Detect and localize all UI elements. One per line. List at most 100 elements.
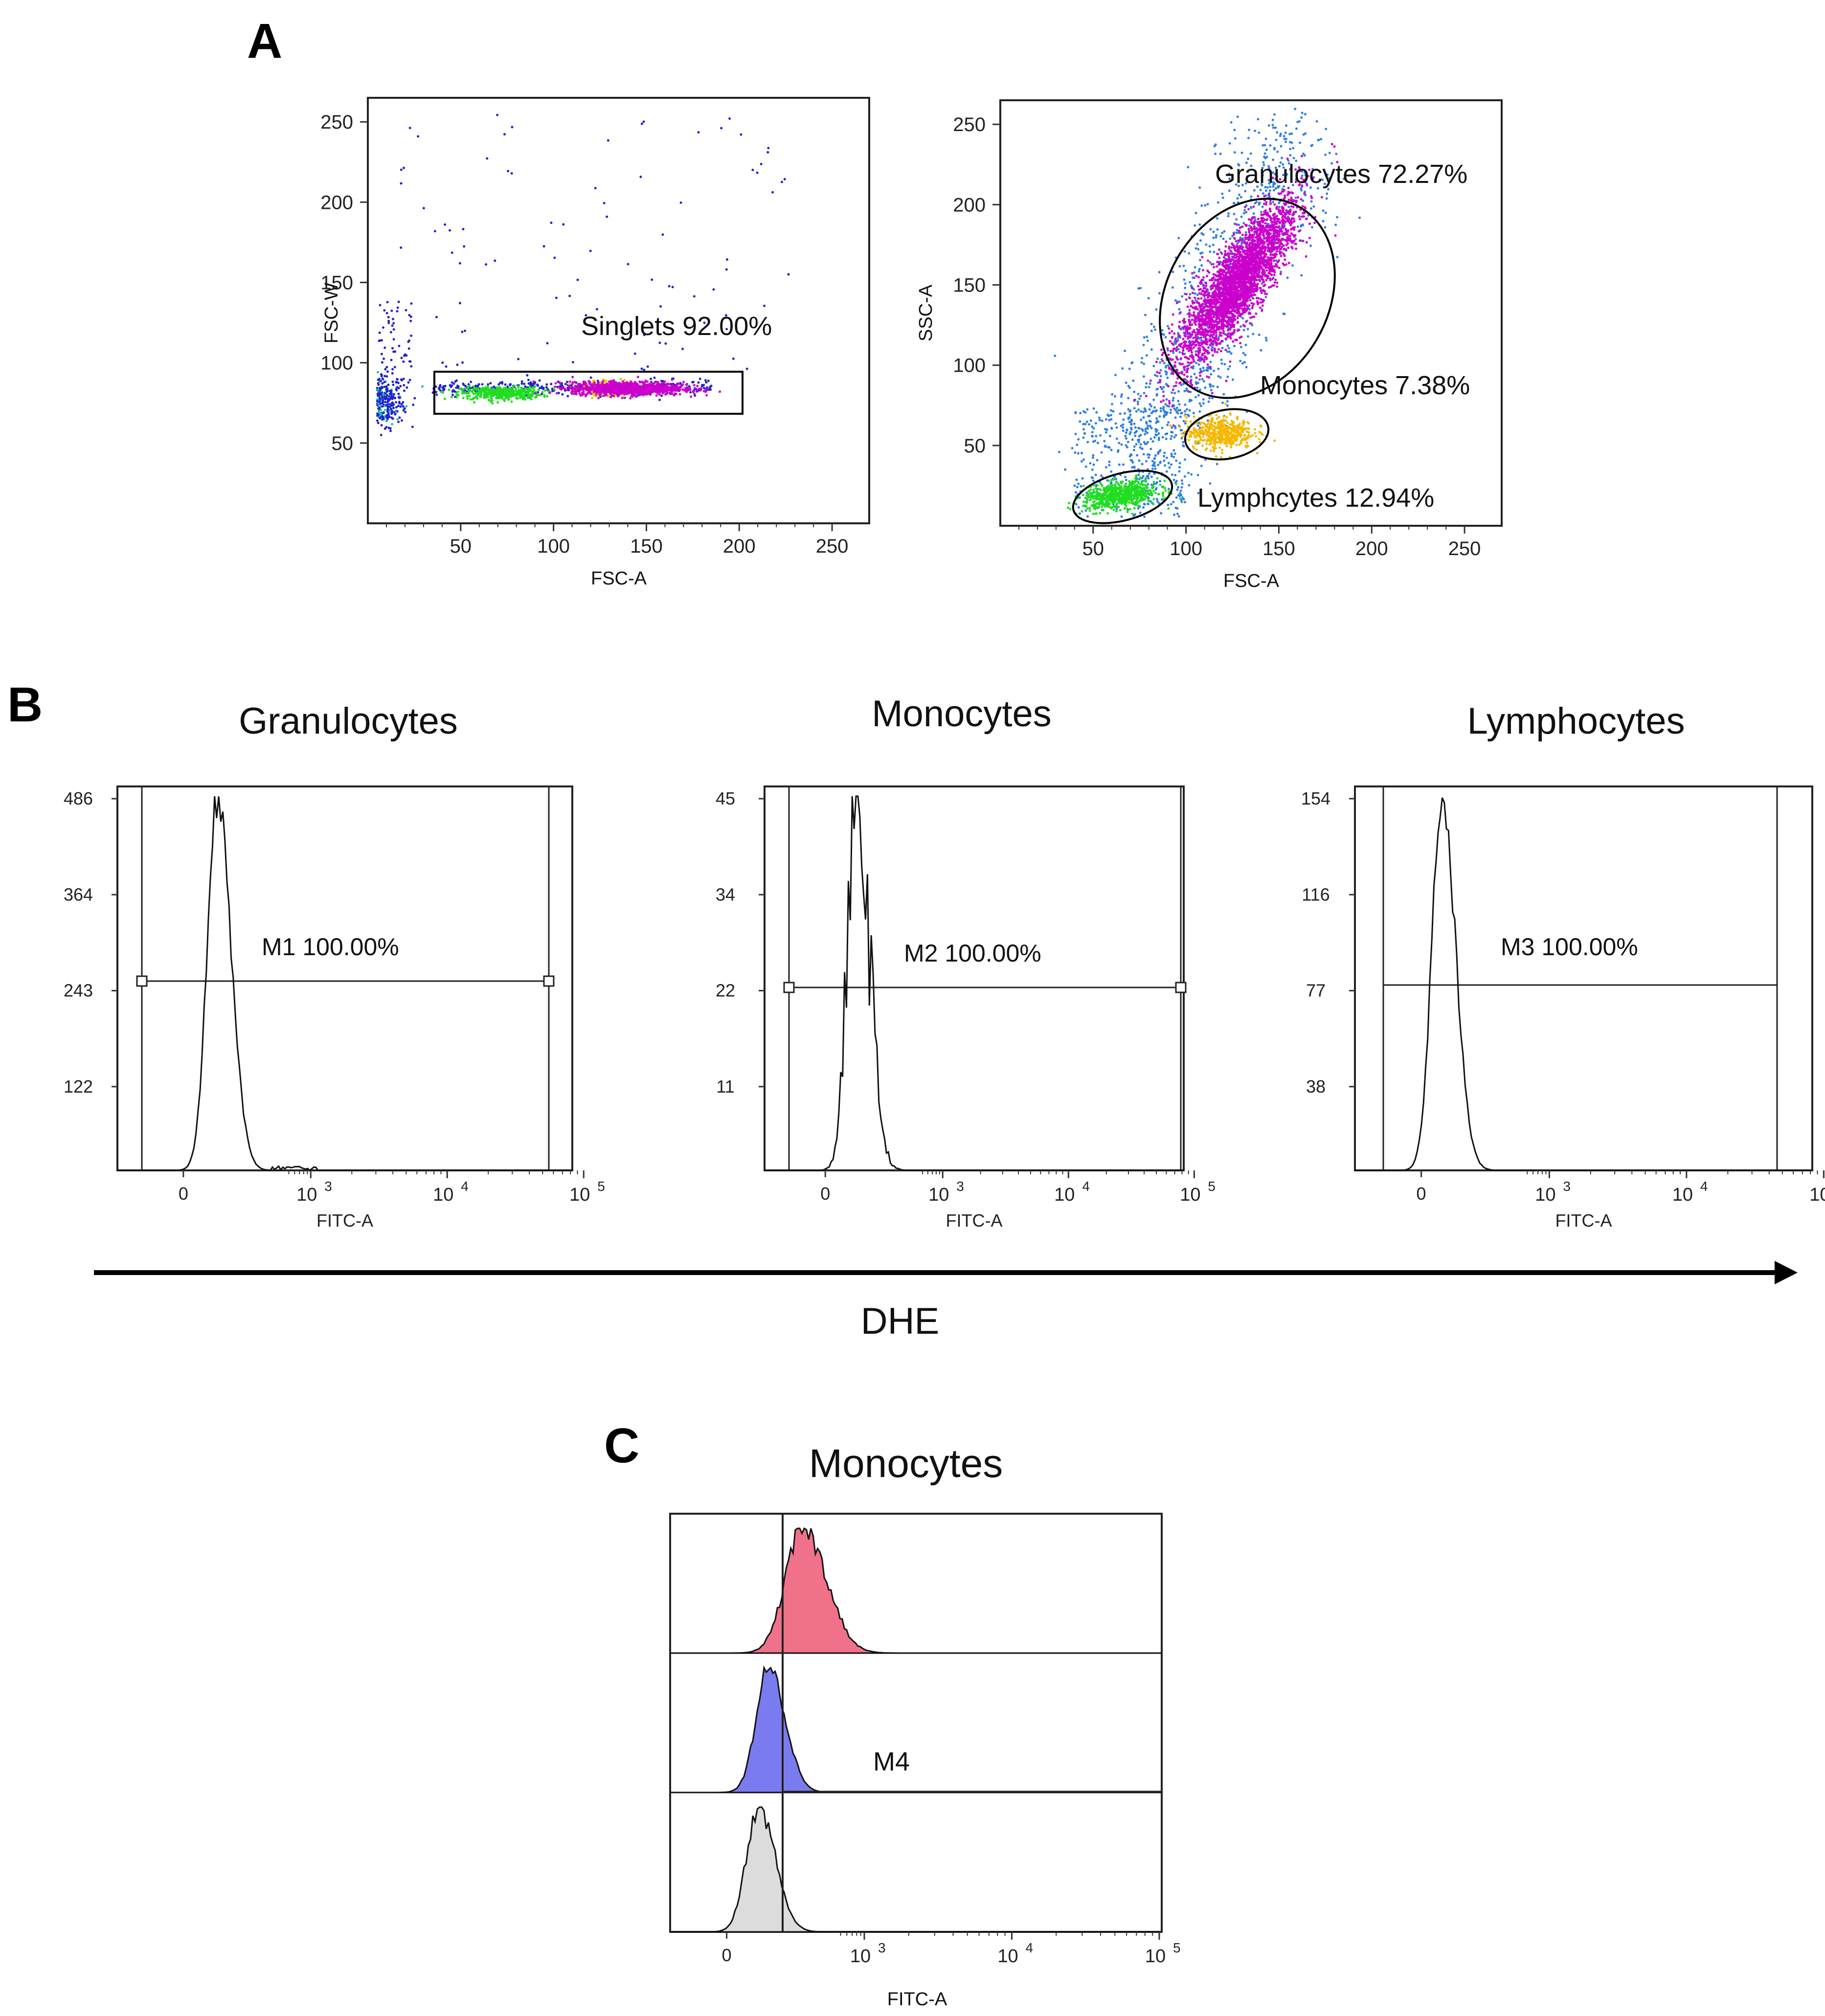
- event-point: [1227, 215, 1230, 218]
- event-point: [1139, 434, 1142, 437]
- event-point: [653, 376, 656, 379]
- event-point-lymphocytes: [451, 396, 453, 399]
- event-point: [1194, 350, 1197, 353]
- event-point: [1142, 453, 1145, 456]
- event-point: [1233, 213, 1236, 216]
- event-point: [1342, 178, 1345, 180]
- event-point: [1226, 404, 1229, 407]
- event-point: [1245, 211, 1248, 214]
- event-point: [481, 383, 484, 386]
- event-point: [386, 390, 389, 393]
- event-point: [1180, 479, 1183, 482]
- event-point-granulocytes: [1276, 285, 1279, 288]
- event-point: [1179, 489, 1182, 492]
- event-point: [1244, 343, 1247, 346]
- event-point-granulocytes: [670, 385, 673, 388]
- event-point: [1133, 431, 1136, 434]
- event-point-lymphocytes: [503, 400, 506, 403]
- event-point: [383, 427, 386, 430]
- event-point: [387, 319, 390, 322]
- event-point: [387, 321, 390, 324]
- event-point: [646, 365, 649, 368]
- event-point: [1228, 350, 1231, 353]
- event-point-lymphocytes: [472, 392, 475, 395]
- x-tick-label: 200: [723, 536, 756, 557]
- event-point: [1171, 473, 1173, 476]
- event-point: [1168, 405, 1171, 408]
- event-point: [1178, 462, 1181, 465]
- event-point: [1136, 401, 1139, 403]
- event-point: [1134, 426, 1137, 429]
- event-point-granulocytes: [1192, 346, 1195, 349]
- event-point-granulocytes: [621, 383, 624, 386]
- event-point: [1236, 115, 1239, 118]
- event-point: [392, 403, 395, 406]
- event-point: [1217, 375, 1220, 378]
- event-point: [689, 391, 692, 394]
- event-point: [383, 392, 386, 395]
- event-point: [1159, 361, 1162, 364]
- event-point: [1274, 126, 1277, 129]
- event-point-lymphocytes: [539, 394, 541, 397]
- event-point: [1276, 131, 1279, 134]
- event-point-granulocytes: [688, 386, 691, 389]
- event-point: [1309, 245, 1312, 247]
- event-point-granulocytes: [568, 380, 571, 383]
- event-point: [1245, 366, 1248, 369]
- event-point-granulocytes: [598, 390, 601, 393]
- event-point: [524, 385, 527, 388]
- event-point: [1138, 397, 1141, 400]
- event-point: [1267, 179, 1270, 182]
- event-point: [462, 383, 465, 386]
- event-point-lymphocytes: [543, 395, 546, 398]
- event-point: [1141, 463, 1144, 466]
- event-point: [1115, 426, 1118, 429]
- event-point: [1146, 339, 1149, 342]
- event-point: [384, 368, 387, 371]
- event-point: [595, 308, 598, 311]
- event-point-granulocytes: [615, 388, 618, 391]
- event-point: [1267, 124, 1270, 127]
- event-point: [1290, 132, 1293, 135]
- event-point: [1324, 226, 1327, 229]
- event-point: [1122, 426, 1125, 429]
- event-point: [1157, 438, 1160, 441]
- event-point: [1221, 231, 1224, 234]
- event-point-granulocytes: [1194, 331, 1196, 334]
- event-point-granulocytes: [1175, 381, 1178, 384]
- event-point: [1172, 397, 1175, 400]
- event-point: [1264, 189, 1267, 192]
- event-point: [1294, 108, 1297, 111]
- event-point-lymphocytes: [488, 390, 491, 393]
- event-point: [1122, 429, 1125, 432]
- event-point: [1099, 434, 1102, 437]
- event-point: [1209, 383, 1212, 386]
- event-point: [1244, 354, 1247, 357]
- event-point: [1271, 124, 1274, 127]
- event-point: [1172, 385, 1175, 388]
- event-point: [1215, 236, 1217, 239]
- event-point: [1221, 196, 1224, 199]
- event-point: [1301, 112, 1304, 114]
- event-point-lymphocytes: [504, 394, 507, 397]
- event-point: [1266, 186, 1269, 189]
- event-point: [383, 375, 386, 378]
- event-point-lymphocytes: [477, 392, 480, 395]
- event-point: [377, 394, 380, 397]
- event-point: [650, 381, 653, 383]
- event-point-granulocytes: [631, 383, 634, 386]
- event-point: [1137, 507, 1140, 510]
- event-point-granulocytes: [1173, 332, 1176, 335]
- event-point-granulocytes: [562, 386, 565, 389]
- event-point: [1231, 378, 1234, 381]
- event-point: [458, 302, 461, 305]
- event-point-lymphocytes: [498, 387, 501, 390]
- event-point: [405, 405, 408, 408]
- event-point: [379, 304, 382, 307]
- event-point: [1121, 367, 1124, 370]
- event-point: [507, 170, 510, 173]
- event-point: [1173, 513, 1176, 516]
- event-point: [529, 383, 532, 386]
- event-point: [1181, 482, 1184, 485]
- event-point-lymphocytes: [496, 397, 499, 400]
